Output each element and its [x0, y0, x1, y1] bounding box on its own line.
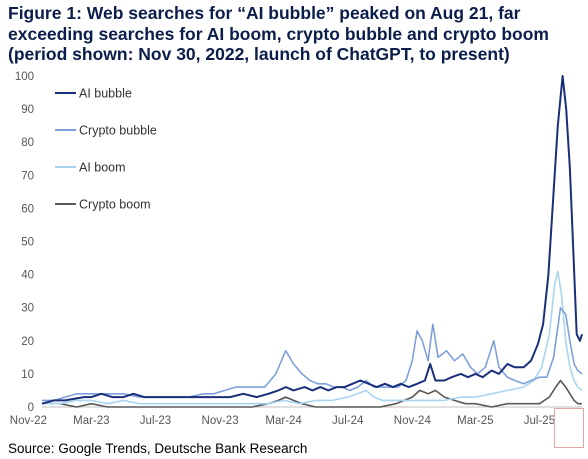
y-tick-label: 80	[21, 137, 34, 149]
legend-label: Crypto boom	[79, 198, 151, 212]
series-line-crypto-bubble	[42, 306, 583, 402]
chart-legend: AI bubble Crypto bubble AI boom Crypto boom	[55, 87, 157, 212]
y-tick-label: 50	[21, 237, 34, 249]
series-line-crypto-boom	[42, 379, 582, 408]
y-tick-label: 10	[21, 369, 34, 381]
watermark-stamp	[554, 408, 584, 448]
series-line-ai-bubble	[41, 75, 583, 405]
legend-label: AI bubble	[79, 87, 132, 101]
y-tick-label: 30	[21, 303, 34, 315]
x-tick-label: Mar-23	[73, 415, 109, 427]
x-tick-label: Jul-23	[140, 415, 171, 427]
y-tick-label: 40	[21, 270, 34, 282]
x-tick-label: Jul-24	[332, 415, 364, 427]
x-tick-label: Mar-25	[457, 415, 493, 427]
chart-title: Figure 1: Web searches for “AI bubble” p…	[8, 3, 549, 64]
x-tick-label: Nov-22	[10, 415, 47, 427]
legend-label: AI boom	[79, 161, 126, 175]
chart-lines	[41, 75, 583, 408]
x-tick-label: Mar-24	[265, 415, 302, 427]
legend-label: Crypto bubble	[79, 124, 157, 138]
x-tick-label: Nov-23	[202, 415, 239, 427]
y-tick-label: 70	[21, 170, 34, 182]
y-tick-label: 0	[28, 402, 34, 414]
y-tick-label: 90	[21, 104, 34, 116]
source-note: Source: Google Trends, Deutsche Bank Res…	[8, 441, 308, 456]
x-tick-label: Nov-24	[394, 415, 432, 427]
y-tick-label: 60	[21, 203, 34, 215]
y-tick-label: 20	[21, 336, 34, 348]
y-tick-label: 100	[15, 71, 34, 83]
series-line-ai-boom	[42, 270, 583, 405]
x-tick-label: Jul-25	[524, 415, 555, 427]
